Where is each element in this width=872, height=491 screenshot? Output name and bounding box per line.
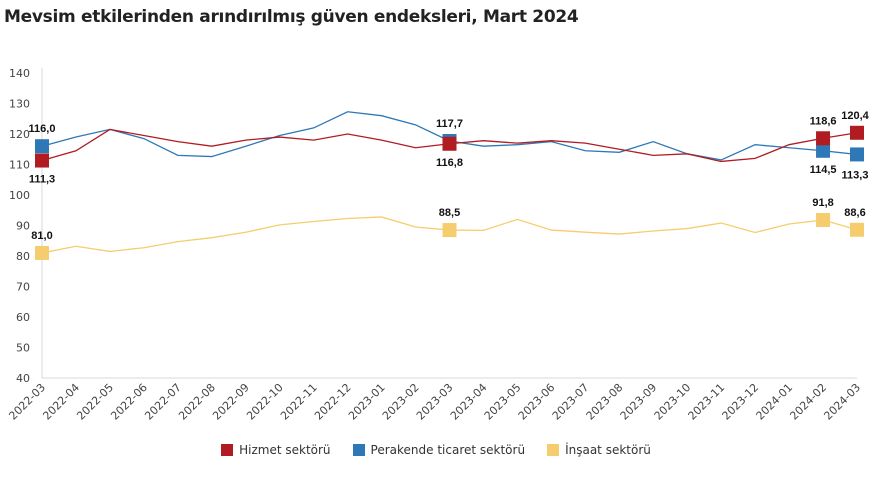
x-tick-label: 2023-01	[346, 381, 388, 423]
data-label: 117,7	[436, 118, 463, 130]
data-marker	[442, 136, 457, 151]
x-tick-label: 2022-10	[244, 381, 286, 423]
x-tick-label: 2023-02	[380, 381, 422, 423]
x-tick-label: 2022-07	[142, 381, 184, 423]
y-tick-label: 120	[9, 128, 30, 141]
data-label: 88,5	[439, 207, 460, 219]
x-tick-label: 2024-03	[821, 381, 863, 423]
data-label: 88,6	[844, 207, 865, 219]
y-tick-label: 140	[9, 67, 30, 80]
y-tick-label: 70	[16, 281, 30, 294]
legend-label: Hizmet sektörü	[239, 443, 331, 457]
legend-label: İnşaat sektörü	[565, 443, 651, 457]
y-tick-label: 110	[9, 159, 30, 172]
x-tick-label: 2023-07	[550, 381, 592, 423]
data-label: 120,4	[841, 110, 869, 122]
data-label: 116,8	[436, 157, 463, 169]
x-tick-label: 2022-03	[6, 381, 48, 423]
x-tick-label: 2024-01	[754, 381, 796, 423]
x-tick-label: 2023-11	[686, 381, 728, 423]
data-label: 81,0	[31, 230, 52, 242]
data-label: 116,0	[29, 123, 56, 135]
x-tick-label: 2022-09	[210, 381, 252, 423]
data-label: 114,5	[810, 164, 837, 176]
legend: Hizmet sektörü Perakende ticaret sektörü İ…	[0, 443, 872, 457]
legend-swatch	[547, 444, 560, 456]
x-tick-label: 2023-03	[414, 381, 456, 423]
x-tick-label: 2022-12	[312, 381, 354, 423]
x-tick-label: 2023-04	[448, 381, 490, 423]
x-tick-label: 2024-02	[787, 381, 829, 423]
data-marker	[442, 223, 457, 238]
data-label: 113,3	[842, 169, 869, 181]
data-marker	[816, 131, 831, 146]
y-tick-label: 60	[16, 311, 30, 324]
x-tick-label: 2023-06	[516, 381, 558, 423]
x-tick-label: 2022-05	[74, 381, 116, 423]
data-label: 111,3	[29, 174, 55, 186]
x-tick-label: 2022-04	[40, 381, 82, 423]
data-label: 91,8	[812, 197, 833, 209]
y-tick-label: 130	[9, 98, 30, 111]
x-tick-label: 2022-06	[108, 381, 150, 423]
legend-item: İnşaat sektörü	[547, 443, 651, 457]
legend-swatch	[352, 444, 365, 456]
y-tick-label: 50	[16, 342, 30, 355]
data-label: 118,6	[810, 115, 837, 127]
x-tick-label: 2023-05	[482, 381, 524, 423]
legend-item: Hizmet sektörü	[221, 443, 331, 457]
data-marker	[850, 222, 864, 237]
x-tick-label: 2023-10	[652, 381, 694, 423]
data-marker	[35, 139, 49, 154]
legend-label: Perakende ticaret sektörü	[370, 443, 526, 457]
data-marker	[850, 125, 864, 140]
data-marker	[816, 143, 831, 158]
data-marker	[35, 245, 49, 260]
y-tick-label: 80	[16, 250, 30, 263]
x-tick-label: 2023-08	[584, 381, 626, 423]
y-tick-label: 100	[9, 189, 30, 202]
y-tick-label: 90	[16, 220, 30, 233]
data-marker	[35, 153, 49, 168]
x-tick-label: 2022-08	[176, 381, 218, 423]
data-marker	[816, 213, 831, 228]
x-tick-label: 2022-11	[278, 381, 320, 423]
legend-swatch	[221, 444, 234, 456]
data-marker	[850, 147, 864, 162]
x-tick-label: 2023-09	[618, 381, 660, 423]
chart-title: Mevsim etkilerinden arındırılmış güven e…	[4, 7, 579, 27]
y-tick-label: 40	[16, 372, 30, 385]
x-tick-label: 2023-12	[720, 381, 762, 423]
legend-item: Perakende ticaret sektörü	[352, 443, 526, 457]
